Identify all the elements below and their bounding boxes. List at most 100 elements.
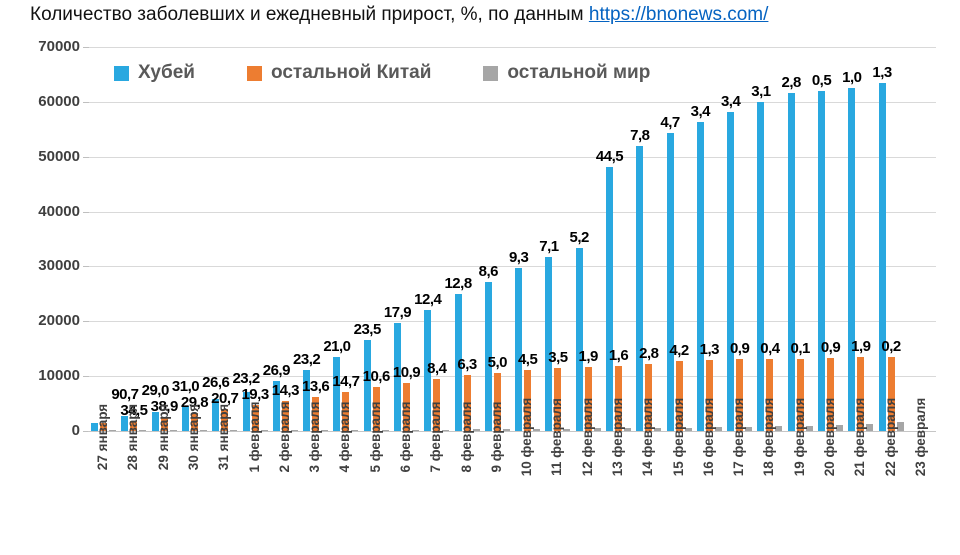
bar-rest-world <box>109 430 117 431</box>
growth-data-label: 20,7 <box>211 389 239 407</box>
bar-hubei <box>182 405 189 431</box>
gridline <box>88 266 936 268</box>
growth-data-label: 3,1 <box>751 82 771 100</box>
bar-rest-china <box>584 366 592 431</box>
growth-data-label: 26,6 <box>202 373 230 391</box>
bar-rest-world <box>593 428 601 431</box>
bar-rest-china <box>342 391 350 431</box>
bar-hubei <box>606 166 613 431</box>
gridline <box>88 101 936 103</box>
growth-data-label: 1,3 <box>699 341 720 358</box>
y-axis-tick <box>83 321 89 323</box>
y-axis-tick <box>83 156 89 158</box>
bar-rest-world <box>502 429 510 431</box>
growth-data-label: 4,5 <box>517 350 538 368</box>
bar-rest-world <box>805 425 813 431</box>
legend: Хубей остальной Китай остальной мир <box>114 62 650 84</box>
x-axis-label: 11 февраля <box>549 398 565 476</box>
bar-rest-world <box>230 430 238 431</box>
x-axis-label: 20 февраля <box>822 397 837 477</box>
bar-hubei <box>484 282 492 431</box>
bar-rest-china <box>766 359 774 431</box>
growth-data-label: 14,3 <box>271 381 300 399</box>
gridline <box>88 47 936 48</box>
hubei-swatch-icon <box>114 65 129 81</box>
x-axis-label: 22 февраля <box>882 397 898 477</box>
growth-data-label: 5,0 <box>487 353 508 371</box>
legend-item-rest-world: остальной мир <box>483 62 650 84</box>
bar-hubei <box>363 339 371 431</box>
bar-rest-china <box>100 423 108 431</box>
title-text: Количество заболевших и ежедневный приро… <box>30 4 589 25</box>
source-link[interactable]: https://bnonews.com/ <box>588 4 769 25</box>
growth-data-label: 5,2 <box>569 228 590 246</box>
growth-data-label: 19,3 <box>241 385 269 403</box>
growth-data-label: 6,3 <box>457 356 477 374</box>
x-axis-label: 17 февраля <box>731 397 747 477</box>
growth-data-label: 38,9 <box>150 397 179 415</box>
growth-data-label: 13,6 <box>302 377 330 395</box>
bar-hubei <box>424 309 432 431</box>
bar-hubei <box>696 122 704 431</box>
bar-rest-world <box>351 430 359 431</box>
growth-data-label: 7,1 <box>539 237 559 255</box>
bar-hubei <box>242 391 250 431</box>
growth-data-label: 3,4 <box>690 103 711 121</box>
legend-label: Хубей <box>138 62 195 83</box>
bar-rest-china <box>827 358 834 431</box>
bar-rest-world <box>169 430 177 431</box>
bar-hubei <box>394 323 401 431</box>
bar-rest-world <box>472 429 480 431</box>
bar-hubei <box>151 411 159 431</box>
growth-data-label: 10,6 <box>362 368 391 386</box>
rest-china-swatch-icon <box>246 65 262 81</box>
y-axis-tick <box>83 211 89 213</box>
bar-hubei <box>818 90 825 431</box>
bar-rest-china <box>675 360 683 431</box>
bar-rest-china <box>857 356 865 431</box>
bar-rest-china <box>645 363 653 431</box>
bar-rest-china <box>251 404 259 431</box>
bar-rest-world <box>563 428 571 431</box>
bar-hubei <box>878 83 886 431</box>
bar-hubei <box>454 294 462 431</box>
gridline <box>88 156 936 158</box>
bar-rest-world <box>745 426 753 431</box>
y-axis-tick <box>83 47 89 48</box>
growth-data-label: 21,0 <box>323 337 351 355</box>
y-axis-label: 0 <box>71 422 80 439</box>
growth-data-label: 9,3 <box>508 249 529 267</box>
bar-hubei <box>636 145 644 431</box>
y-axis-tick <box>83 266 89 268</box>
bar-hubei <box>91 423 99 431</box>
bar-hubei <box>121 416 129 431</box>
bar-rest-china <box>403 382 410 431</box>
growth-data-label: 4,7 <box>660 113 680 131</box>
growth-data-label: 0,9 <box>729 340 750 358</box>
growth-data-label: 0,5 <box>811 71 832 89</box>
x-axis-label: 5 февраля <box>367 401 383 473</box>
x-axis-label: 28 января <box>125 403 141 471</box>
x-axis-label: 2 февраля <box>276 401 292 473</box>
bar-hubei <box>545 256 553 431</box>
growth-data-label: 0,4 <box>760 340 780 358</box>
bar-rest-world <box>654 428 662 431</box>
growth-data-label: 1,9 <box>851 337 871 355</box>
growth-data-label: 0,9 <box>820 339 841 357</box>
growth-data-label: 44,5 <box>595 147 624 165</box>
y-axis-label: 40000 <box>38 202 80 220</box>
gridline <box>88 376 936 378</box>
y-axis-label: 30000 <box>38 257 80 275</box>
legend-item-hubei: Хубей <box>114 62 195 84</box>
bar-rest-china <box>705 360 713 431</box>
bar-rest-world <box>200 430 207 431</box>
growth-data-label: 1,3 <box>872 64 892 82</box>
x-axis-label: 21 февраля <box>852 397 868 477</box>
growth-data-label: 8,4 <box>427 359 447 377</box>
bar-rest-world <box>533 428 541 431</box>
x-axis-label: 23 февраля <box>912 397 928 477</box>
gridline <box>88 211 936 213</box>
bar-hubei <box>575 247 583 431</box>
bar-hubei <box>212 399 220 431</box>
bar-rest-world <box>866 423 874 431</box>
